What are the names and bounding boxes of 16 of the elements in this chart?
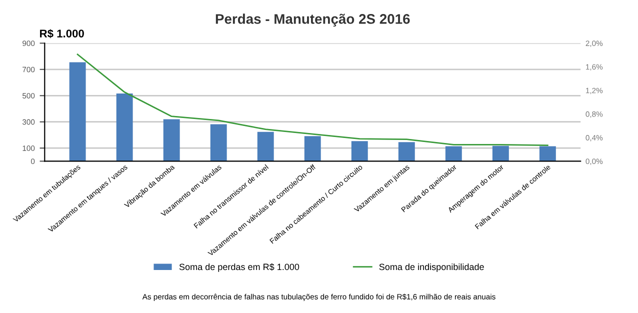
bar bbox=[257, 132, 274, 162]
line-series bbox=[76, 54, 548, 146]
bar bbox=[69, 62, 86, 162]
chart-title: Perdas - Manutenção 2S 2016 bbox=[216, 14, 410, 27]
bar bbox=[398, 142, 415, 162]
bar bbox=[163, 119, 180, 162]
legend-label: Soma de indisponibilidade bbox=[379, 263, 484, 272]
bar bbox=[539, 146, 556, 162]
bar bbox=[351, 141, 368, 162]
y-axis-title: R$ 1.000 bbox=[40, 29, 84, 38]
bar bbox=[445, 146, 462, 162]
bar bbox=[304, 136, 321, 162]
bar bbox=[116, 94, 133, 162]
bar bbox=[210, 124, 227, 162]
bar bbox=[492, 146, 509, 162]
legend-label: Soma de perdas em R$ 1.000 bbox=[179, 263, 300, 272]
